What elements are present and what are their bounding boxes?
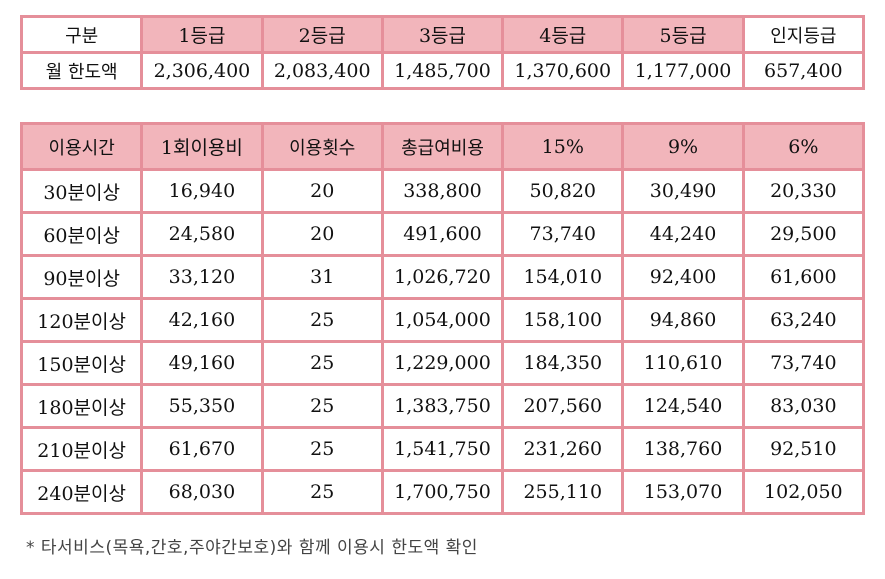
- usage-15pct-cell: 255,110: [504, 472, 622, 512]
- usage-header-count: 이용횟수: [263, 125, 381, 168]
- grade-header-5: 5등급: [624, 18, 742, 51]
- table-row: 150분이상 49,160 25 1,229,000 184,350 110,6…: [23, 343, 862, 383]
- usage-time-cell: 150분이상: [23, 343, 141, 383]
- grade-header-cognitive: 인지등급: [744, 18, 862, 51]
- grade-limit-1: 2,306,400: [143, 54, 261, 87]
- usage-6pct-cell: 61,600: [744, 257, 862, 297]
- usage-9pct-cell: 153,070: [624, 472, 742, 512]
- usage-total-cell: 338,800: [383, 171, 502, 211]
- table-row: 240분이상 68,030 25 1,700,750 255,110 153,0…: [23, 472, 862, 512]
- usage-time-cell: 60분이상: [23, 214, 141, 254]
- usage-9pct-cell: 138,760: [624, 429, 742, 469]
- usage-count-cell: 20: [263, 214, 381, 254]
- usage-time-cell: 30분이상: [23, 171, 141, 211]
- grade-header-row: 구분 1등급 2등급 3등급 4등급 5등급 인지등급: [23, 18, 862, 51]
- usage-15pct-cell: 154,010: [504, 257, 622, 297]
- usage-6pct-cell: 102,050: [744, 472, 862, 512]
- usage-total-cell: 1,026,720: [383, 257, 502, 297]
- usage-count-cell: 20: [263, 171, 381, 211]
- footnote: * 타서비스(목욕,간호,주야간보호)와 함께 이용시 한도액 확인: [26, 538, 478, 558]
- usage-unit-cost-cell: 33,120: [143, 257, 261, 297]
- usage-unit-cost-cell: 49,160: [143, 343, 261, 383]
- usage-count-cell: 25: [263, 429, 381, 469]
- grade-header-category: 구분: [23, 18, 141, 51]
- usage-total-cell: 1,383,750: [383, 386, 502, 426]
- usage-header-unit-cost: 1회이용비: [143, 125, 261, 168]
- table-row: 210분이상 61,670 25 1,541,750 231,260 138,7…: [23, 429, 862, 469]
- usage-15pct-cell: 207,560: [504, 386, 622, 426]
- usage-6pct-cell: 83,030: [744, 386, 862, 426]
- usage-time-cell: 210분이상: [23, 429, 141, 469]
- usage-6pct-cell: 63,240: [744, 300, 862, 340]
- usage-15pct-cell: 231,260: [504, 429, 622, 469]
- grade-limit-2: 2,083,400: [263, 54, 381, 87]
- usage-unit-cost-cell: 61,670: [143, 429, 261, 469]
- usage-count-cell: 25: [263, 386, 381, 426]
- grade-header-3: 3등급: [383, 18, 502, 51]
- usage-count-cell: 25: [263, 472, 381, 512]
- usage-cost-table: 이용시간 1회이용비 이용횟수 총급여비용 15% 9% 6% 30분이상 16…: [20, 122, 865, 515]
- usage-count-cell: 31: [263, 257, 381, 297]
- grade-row-label: 월 한도액: [23, 54, 141, 87]
- usage-count-cell: 25: [263, 300, 381, 340]
- usage-9pct-cell: 110,610: [624, 343, 742, 383]
- usage-header-15pct: 15%: [504, 125, 622, 168]
- table-row: 90분이상 33,120 31 1,026,720 154,010 92,400…: [23, 257, 862, 297]
- usage-unit-cost-cell: 42,160: [143, 300, 261, 340]
- usage-header-9pct: 9%: [624, 125, 742, 168]
- usage-header-total: 총급여비용: [383, 125, 502, 168]
- usage-total-cell: 1,054,000: [383, 300, 502, 340]
- grade-limit-table: 구분 1등급 2등급 3등급 4등급 5등급 인지등급 월 한도액 2,306,…: [20, 15, 865, 90]
- usage-6pct-cell: 92,510: [744, 429, 862, 469]
- usage-9pct-cell: 30,490: [624, 171, 742, 211]
- grade-limit-5: 1,177,000: [624, 54, 742, 87]
- usage-15pct-cell: 73,740: [504, 214, 622, 254]
- usage-9pct-cell: 94,860: [624, 300, 742, 340]
- usage-15pct-cell: 50,820: [504, 171, 622, 211]
- usage-6pct-cell: 29,500: [744, 214, 862, 254]
- usage-15pct-cell: 184,350: [504, 343, 622, 383]
- table-row: 180분이상 55,350 25 1,383,750 207,560 124,5…: [23, 386, 862, 426]
- usage-9pct-cell: 92,400: [624, 257, 742, 297]
- usage-total-cell: 491,600: [383, 214, 502, 254]
- grade-header-1: 1등급: [143, 18, 261, 51]
- usage-time-cell: 120분이상: [23, 300, 141, 340]
- usage-9pct-cell: 124,540: [624, 386, 742, 426]
- usage-time-cell: 240분이상: [23, 472, 141, 512]
- usage-time-cell: 180분이상: [23, 386, 141, 426]
- usage-unit-cost-cell: 68,030: [143, 472, 261, 512]
- grade-limit-3: 1,485,700: [383, 54, 502, 87]
- usage-6pct-cell: 20,330: [744, 171, 862, 211]
- usage-header-6pct: 6%: [744, 125, 862, 168]
- grade-limit-row: 월 한도액 2,306,400 2,083,400 1,485,700 1,37…: [23, 54, 862, 87]
- usage-count-cell: 25: [263, 343, 381, 383]
- table-row: 60분이상 24,580 20 491,600 73,740 44,240 29…: [23, 214, 862, 254]
- table-row: 120분이상 42,160 25 1,054,000 158,100 94,86…: [23, 300, 862, 340]
- usage-time-cell: 90분이상: [23, 257, 141, 297]
- grade-header-2: 2등급: [263, 18, 381, 51]
- usage-9pct-cell: 44,240: [624, 214, 742, 254]
- usage-unit-cost-cell: 24,580: [143, 214, 261, 254]
- table-row: 30분이상 16,940 20 338,800 50,820 30,490 20…: [23, 171, 862, 211]
- usage-total-cell: 1,541,750: [383, 429, 502, 469]
- usage-total-cell: 1,229,000: [383, 343, 502, 383]
- usage-unit-cost-cell: 16,940: [143, 171, 261, 211]
- usage-header-time: 이용시간: [23, 125, 141, 168]
- usage-total-cell: 1,700,750: [383, 472, 502, 512]
- usage-15pct-cell: 158,100: [504, 300, 622, 340]
- grade-limit-4: 1,370,600: [504, 54, 622, 87]
- usage-header-row: 이용시간 1회이용비 이용횟수 총급여비용 15% 9% 6%: [23, 125, 862, 168]
- usage-6pct-cell: 73,740: [744, 343, 862, 383]
- usage-unit-cost-cell: 55,350: [143, 386, 261, 426]
- grade-limit-cognitive: 657,400: [744, 54, 862, 87]
- grade-header-4: 4등급: [504, 18, 622, 51]
